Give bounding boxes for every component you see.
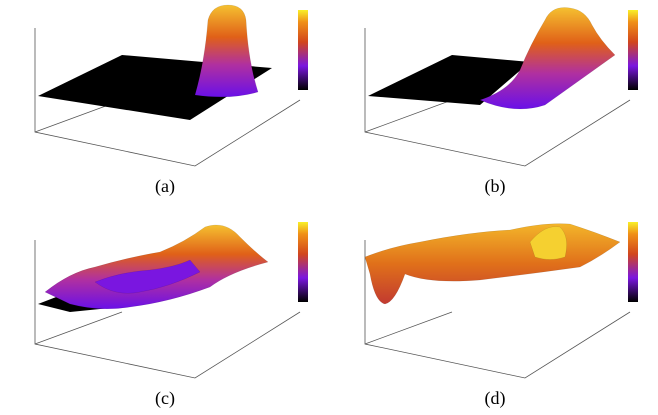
colorbar — [628, 10, 638, 90]
caption: (d) — [485, 388, 506, 409]
axis-line — [364, 240, 631, 379]
axis-line — [34, 240, 301, 379]
surface — [529, 226, 567, 260]
caption: (c) — [155, 388, 175, 409]
caption: (a) — [155, 176, 175, 197]
axis-line — [364, 28, 631, 167]
surface — [44, 224, 269, 310]
panel: (d) — [364, 222, 638, 409]
panel: (c) — [34, 222, 308, 409]
surface — [364, 223, 621, 305]
colorbar — [628, 222, 638, 302]
floor — [368, 55, 530, 105]
panel: (b) — [364, 7, 638, 197]
panel: (a) — [34, 4, 308, 197]
colorbar — [298, 222, 308, 302]
caption: (b) — [485, 176, 506, 197]
colorbar — [298, 10, 308, 90]
surface — [194, 4, 259, 98]
surface — [479, 7, 616, 110]
surface — [94, 259, 201, 294]
